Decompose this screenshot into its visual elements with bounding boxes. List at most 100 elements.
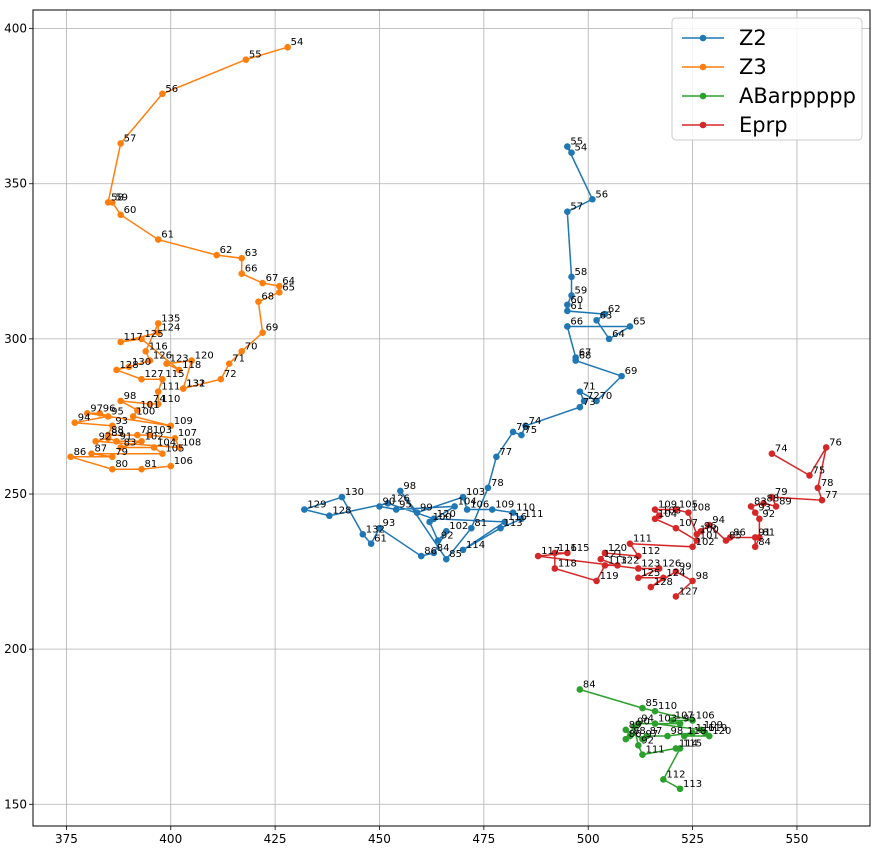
data-label: 70 [600, 391, 613, 402]
data-label: 118 [558, 558, 577, 569]
data-label: 92 [99, 431, 112, 442]
data-point [639, 735, 646, 743]
x-tick-label: 450 [368, 832, 391, 846]
data-point [217, 375, 225, 383]
data-point [534, 552, 542, 560]
data-point [88, 450, 95, 457]
data-point [104, 413, 112, 420]
data-point [167, 422, 175, 430]
data-point [672, 506, 680, 513]
data-label: 54 [575, 143, 588, 154]
legend-label: Z2 [739, 26, 767, 50]
data-label: 79 [775, 487, 788, 498]
y-tick-label: 200 [4, 642, 27, 656]
data-label: 107 [178, 428, 197, 439]
data-point [138, 437, 145, 445]
data-label: 126 [391, 493, 410, 504]
data-label: 109 [495, 500, 514, 511]
data-point [109, 199, 116, 206]
data-label: 98 [696, 571, 709, 582]
data-point [676, 745, 684, 752]
data-label: 109 [174, 416, 193, 427]
data-label: 76 [829, 437, 842, 448]
data-label: 89 [111, 428, 124, 439]
data-label: 106 [696, 711, 715, 722]
data-label: 116 [149, 341, 168, 352]
data-label: 94 [712, 515, 725, 526]
data-label: 56 [165, 84, 178, 95]
data-label: 120 [712, 726, 731, 737]
data-label: 71 [232, 354, 245, 365]
data-point [129, 413, 137, 420]
data-label: 112 [666, 769, 685, 780]
data-label: 95 [111, 406, 124, 417]
data-point [359, 531, 367, 538]
data-point [430, 549, 438, 557]
legend-marker [699, 121, 707, 129]
data-point [413, 509, 421, 516]
data-point [693, 531, 701, 538]
data-point [225, 360, 233, 368]
data-point [326, 512, 333, 520]
data-label: 111 [161, 382, 180, 393]
data-point [564, 301, 571, 309]
data-label: 130 [132, 357, 151, 368]
data-label: 107 [675, 711, 694, 722]
data-point [747, 503, 755, 510]
data-point [622, 726, 630, 734]
data-point [67, 453, 74, 461]
data-label: 63 [245, 248, 258, 259]
data-label: 120 [608, 543, 627, 554]
data-label: 119 [708, 723, 727, 734]
data-label: 74 [529, 416, 542, 427]
data-label: 61 [374, 534, 387, 545]
data-point [397, 487, 404, 495]
data-label: 115 [570, 543, 589, 554]
data-label: 111 [524, 509, 543, 520]
data-point [509, 428, 517, 436]
data-label: 84 [583, 679, 596, 690]
data-label: 127 [679, 586, 698, 597]
series-layer [67, 43, 830, 793]
data-label: 57 [124, 133, 137, 144]
legend-label: ABarppppp [739, 84, 856, 108]
data-label: 86 [424, 546, 437, 557]
data-point [442, 555, 450, 563]
data-label: 121 [604, 549, 623, 560]
data-label: 54 [291, 37, 304, 48]
data-label: 87 [650, 726, 663, 737]
data-point [154, 320, 162, 327]
data-point [576, 388, 584, 395]
data-point [154, 400, 162, 408]
data-point [259, 329, 266, 336]
data-point [806, 472, 813, 479]
data-point [651, 506, 659, 513]
data-point [822, 444, 830, 451]
data-point [238, 270, 246, 278]
data-point [689, 729, 696, 737]
data-label: 109 [704, 720, 723, 731]
data-point [568, 292, 575, 299]
data-point [284, 43, 291, 51]
data-label: 74 [775, 444, 788, 455]
data-point [488, 506, 496, 513]
data-point [442, 527, 450, 535]
data-label: 117 [124, 332, 143, 343]
data-label: 108 [182, 437, 201, 448]
data-label: 103 [466, 487, 485, 498]
data-label: 93 [382, 518, 395, 529]
data-point [159, 375, 166, 383]
data-point [259, 279, 266, 287]
data-label: 92 [441, 531, 454, 542]
data-point [138, 465, 145, 473]
data-point [301, 506, 308, 513]
data-point [509, 509, 517, 516]
data-point [630, 723, 638, 731]
data-label: 88 [767, 493, 780, 504]
data-point [426, 518, 433, 526]
series-abarppppp [576, 686, 713, 793]
x-tick-label: 525 [681, 832, 704, 846]
x-tick-label: 550 [785, 832, 808, 846]
data-point [142, 347, 150, 355]
